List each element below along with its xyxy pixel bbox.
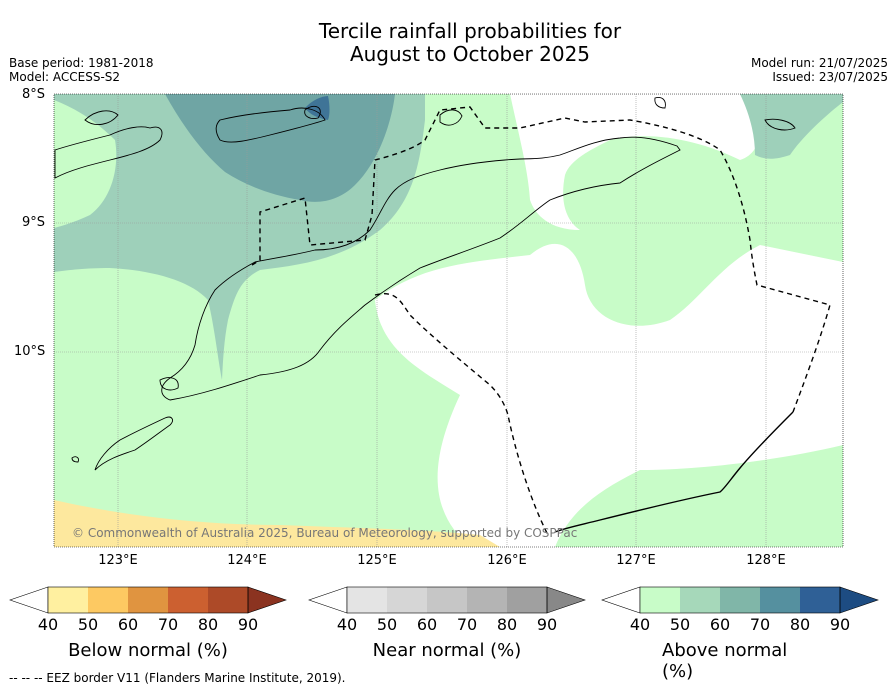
small-island-6 bbox=[84, 110, 119, 126]
small-island-5 bbox=[304, 105, 321, 119]
legend-below-tick-90: 90 bbox=[237, 615, 259, 634]
eez-border-west bbox=[374, 293, 549, 536]
legend-below-tick-60: 60 bbox=[117, 615, 139, 634]
copyright-text: © Commonwealth of Australia 2025, Bureau… bbox=[72, 526, 578, 540]
legend-below-box-70 bbox=[168, 587, 208, 613]
legend-near-tick-40: 40 bbox=[336, 615, 358, 634]
legend-above-box-60 bbox=[720, 587, 760, 613]
chart-title: Tercile rainfall probabilities for Augus… bbox=[0, 20, 896, 66]
legend-near-tick-90: 90 bbox=[536, 615, 558, 634]
legend-above-frame bbox=[639, 586, 841, 614]
small-island-1 bbox=[159, 377, 179, 391]
legend-label-near: Near normal (%) bbox=[372, 640, 522, 661]
legend-near-tick-50: 50 bbox=[376, 615, 398, 634]
legend-below-tick-70: 70 bbox=[157, 615, 179, 634]
legend-near-frame bbox=[346, 586, 548, 614]
legend-near-tick-70: 70 bbox=[456, 615, 478, 634]
above-70-80-region bbox=[305, 96, 330, 120]
legend-near-tick-80: 80 bbox=[496, 615, 518, 634]
lon-label-123e: 123°E bbox=[98, 553, 138, 568]
legend-below-box-40 bbox=[48, 587, 88, 613]
legend-above-tick-40: 40 bbox=[629, 615, 651, 634]
small-island-2 bbox=[654, 97, 666, 109]
wetar-coastline bbox=[215, 107, 326, 143]
small-island-4 bbox=[71, 456, 79, 463]
lat-label-10s: 10°S bbox=[14, 344, 46, 359]
lon-label-125e: 125°E bbox=[357, 553, 397, 568]
legend-label-above: Above normal (%) bbox=[662, 640, 788, 682]
eez-footnote: -- -- -- EEZ border V11 (Flanders Marine… bbox=[9, 671, 346, 685]
map-area bbox=[54, 94, 843, 547]
title-line-2: August to October 2025 bbox=[349, 42, 591, 66]
lon-label-124e: 124°E bbox=[227, 553, 267, 568]
legend-above-tick-80: 80 bbox=[789, 615, 811, 634]
legend-below-box-50 bbox=[88, 587, 128, 613]
legend-near-max-arrow bbox=[546, 586, 586, 614]
legend-below-min-arrow bbox=[9, 586, 49, 614]
legend-above-tick-50: 50 bbox=[669, 615, 691, 634]
base-period-text: Base period: 1981-2018 bbox=[9, 56, 154, 70]
lat-label-9s: 9°S bbox=[22, 215, 46, 230]
legend-above-box-70 bbox=[760, 587, 800, 613]
legend-near-min-arrow bbox=[308, 586, 348, 614]
legend-near-box-40 bbox=[347, 587, 387, 613]
legend-above-box-80 bbox=[800, 587, 840, 613]
eez-border-solid bbox=[554, 411, 794, 533]
small-island-3 bbox=[764, 118, 796, 131]
legend-above-tick-60: 60 bbox=[709, 615, 731, 634]
legend-near-box-80 bbox=[507, 587, 547, 613]
lon-label-126e: 126°E bbox=[487, 553, 527, 568]
legend-near-box-50 bbox=[387, 587, 427, 613]
meta-left: Base period: 1981-2018 Model: ACCESS-S2 bbox=[9, 56, 154, 84]
coastlines bbox=[54, 97, 796, 471]
lon-label-128e: 128°E bbox=[746, 553, 786, 568]
lat-label-8s: 8°S bbox=[22, 87, 46, 102]
legend-colorbars bbox=[9, 586, 879, 614]
legend-above-max-arrow bbox=[839, 586, 879, 614]
legend-below-box-60 bbox=[128, 587, 168, 613]
legend-above-tick-70: 70 bbox=[749, 615, 771, 634]
alor-coastline bbox=[54, 126, 163, 179]
map-frame bbox=[53, 93, 844, 548]
legend-label-below: Below normal (%) bbox=[68, 640, 228, 661]
sumba-rote-coastline bbox=[94, 416, 173, 471]
model-text: Model: ACCESS-S2 bbox=[9, 70, 121, 84]
legend-below-box-80 bbox=[208, 587, 248, 613]
lon-label-127e: 127°E bbox=[616, 553, 656, 568]
legend-below-tick-40: 40 bbox=[37, 615, 59, 634]
title-line-1: Tercile rainfall probabilities for bbox=[318, 19, 622, 43]
no-dominant-region-white-east bbox=[375, 243, 843, 547]
eez-border bbox=[251, 106, 831, 536]
meta-right: Model run: 21/07/2025 Issued: 23/07/2025 bbox=[751, 56, 888, 84]
legend-below-frame bbox=[47, 586, 249, 614]
issued-text: Issued: 23/07/2025 bbox=[772, 70, 888, 84]
above-50-60-region-nw-gap bbox=[54, 100, 117, 228]
legend-near-box-60 bbox=[427, 587, 467, 613]
legend-above-box-40 bbox=[640, 587, 680, 613]
legend-below-tick-80: 80 bbox=[197, 615, 219, 634]
model-run-text: Model run: 21/07/2025 bbox=[750, 56, 888, 70]
below-40-50-region bbox=[54, 500, 500, 547]
legend-above-min-arrow bbox=[601, 586, 641, 614]
legend-above-tick-90: 90 bbox=[829, 615, 851, 634]
legend-near-tick-60: 60 bbox=[416, 615, 438, 634]
no-dominant-region-white-north bbox=[510, 94, 759, 230]
above-60-70-region bbox=[165, 94, 395, 202]
timor-coastline bbox=[161, 136, 681, 401]
legend-above-box-50 bbox=[680, 587, 720, 613]
atauro-coastline bbox=[439, 109, 463, 126]
graticule bbox=[54, 94, 843, 547]
eez-border-north bbox=[251, 106, 831, 413]
legend-near-box-70 bbox=[467, 587, 507, 613]
legend-below-tick-50: 50 bbox=[77, 615, 99, 634]
legend-below-max-arrow bbox=[247, 586, 287, 614]
